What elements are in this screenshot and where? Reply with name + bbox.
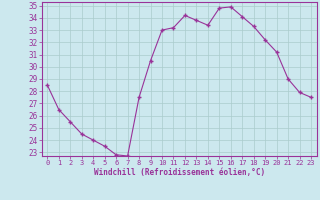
X-axis label: Windchill (Refroidissement éolien,°C): Windchill (Refroidissement éolien,°C) [94, 168, 265, 177]
